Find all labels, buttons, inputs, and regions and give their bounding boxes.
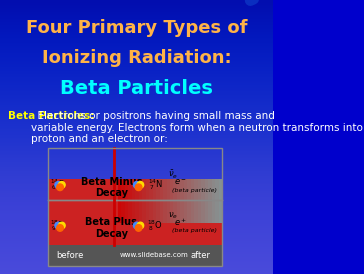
Text: www.slidebase.com: www.slidebase.com [120,252,189,258]
FancyBboxPatch shape [48,245,222,266]
Circle shape [57,225,63,231]
FancyBboxPatch shape [201,179,205,223]
FancyBboxPatch shape [209,179,212,223]
FancyBboxPatch shape [187,179,191,223]
Circle shape [55,222,62,229]
Circle shape [135,225,142,231]
Text: Beta Particles:: Beta Particles: [8,111,95,121]
FancyBboxPatch shape [135,179,139,223]
Text: Beta Plus
Decay: Beta Plus Decay [86,217,137,239]
Text: $e^-$: $e^-$ [174,177,187,187]
FancyBboxPatch shape [124,179,128,223]
FancyBboxPatch shape [215,179,219,223]
FancyBboxPatch shape [142,179,146,223]
Text: $^{14}_{\ 7}$N: $^{14}_{\ 7}$N [148,177,163,192]
Circle shape [59,222,65,229]
FancyBboxPatch shape [184,179,187,223]
Circle shape [134,222,140,229]
Text: $\bar{\nu}_e$: $\bar{\nu}_e$ [169,169,179,181]
FancyBboxPatch shape [212,179,215,223]
Text: before: before [56,251,83,260]
FancyBboxPatch shape [170,179,174,223]
FancyBboxPatch shape [191,179,194,223]
Text: Ionizing Radiation:: Ionizing Radiation: [41,49,231,67]
Text: Electrons or positrons having small mass and
variable energy. Electrons form whe: Electrons or positrons having small mass… [31,111,364,144]
Circle shape [134,182,140,188]
Text: Beta Minus
Decay: Beta Minus Decay [81,177,142,198]
FancyBboxPatch shape [163,179,166,223]
FancyBboxPatch shape [118,179,121,223]
Text: $^{18}_{\ 8}$O: $^{18}_{\ 8}$O [147,218,163,233]
Text: (beta particle): (beta particle) [172,188,217,193]
Circle shape [137,222,144,229]
Text: Four Primary Types of: Four Primary Types of [26,19,247,37]
FancyBboxPatch shape [48,179,222,223]
FancyBboxPatch shape [174,179,177,223]
FancyBboxPatch shape [139,179,142,223]
FancyBboxPatch shape [131,179,135,223]
FancyBboxPatch shape [219,179,222,223]
Text: $^{18}_{\ 9}$F: $^{18}_{\ 9}$F [50,218,64,233]
Circle shape [59,182,65,188]
Circle shape [135,184,142,191]
FancyBboxPatch shape [156,179,159,223]
FancyBboxPatch shape [146,179,149,223]
Circle shape [57,184,63,191]
Text: Beta Particles: Beta Particles [60,79,213,98]
FancyBboxPatch shape [198,179,201,223]
FancyBboxPatch shape [181,179,184,223]
FancyBboxPatch shape [48,200,222,245]
FancyBboxPatch shape [205,179,209,223]
Text: $\nu_e$: $\nu_e$ [169,210,178,221]
FancyBboxPatch shape [128,179,131,223]
FancyBboxPatch shape [194,179,198,223]
FancyBboxPatch shape [149,179,153,223]
Text: $^{14}_{\ 6}$C: $^{14}_{\ 6}$C [50,177,65,192]
FancyBboxPatch shape [177,179,181,223]
FancyBboxPatch shape [121,179,124,223]
FancyBboxPatch shape [166,179,170,223]
Text: after: after [191,251,210,260]
Circle shape [55,182,62,188]
Text: (beta particle): (beta particle) [172,228,217,233]
Text: $e^+$: $e^+$ [174,217,187,229]
Circle shape [137,182,144,188]
FancyBboxPatch shape [159,179,163,223]
FancyBboxPatch shape [153,179,156,223]
